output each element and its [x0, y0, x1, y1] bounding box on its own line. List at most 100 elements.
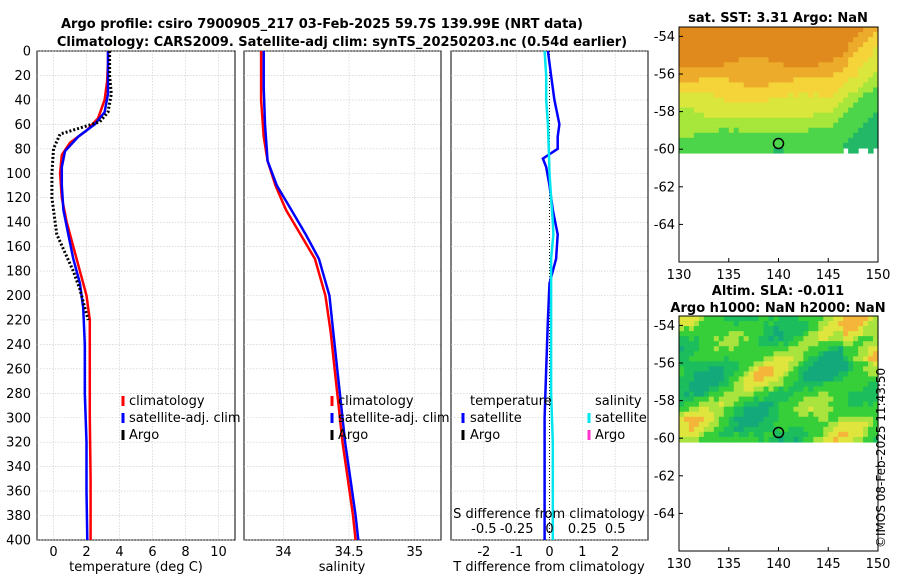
map-cell [738, 117, 745, 124]
map-cell [753, 331, 760, 337]
map-cell [818, 102, 824, 109]
map-cell [863, 32, 869, 38]
map-cell [688, 77, 695, 84]
map-cell [718, 361, 725, 367]
map-cell [843, 391, 849, 398]
map-cell [763, 436, 770, 443]
map-y-tick-label: -62 [654, 180, 675, 195]
map-cell [848, 351, 854, 357]
map-cell [873, 87, 879, 94]
map-cell [718, 431, 725, 438]
map-cell [748, 107, 755, 114]
map-cell [738, 47, 745, 53]
map-cell [788, 376, 795, 383]
map-cell [818, 57, 824, 63]
map-cell [853, 27, 859, 33]
map-cell [818, 316, 824, 322]
map-cell [838, 32, 844, 38]
map-cell [768, 411, 775, 418]
map-cell [873, 47, 879, 53]
map-cell [848, 62, 854, 68]
map-cell [713, 122, 720, 129]
map-cell [818, 97, 824, 104]
legend-label-argo: Argo [129, 428, 159, 443]
map-cell [828, 117, 834, 124]
map-cell [838, 426, 844, 433]
map-cell [728, 401, 735, 408]
map-cell [788, 336, 795, 342]
map-cell [868, 421, 874, 428]
map-cell [768, 336, 775, 342]
map-cell [718, 107, 725, 114]
map-cell [753, 386, 760, 393]
map-cell [698, 147, 705, 154]
map-cell [813, 52, 819, 58]
map-cell [828, 82, 834, 89]
map-cell [763, 396, 770, 403]
map-cell [713, 107, 720, 114]
map-cell [778, 42, 785, 48]
map-cell [793, 421, 799, 428]
map-cell [743, 426, 750, 433]
map-cell [708, 92, 715, 99]
map-cell [728, 431, 735, 438]
map-cell [713, 421, 720, 428]
map-cell [808, 401, 814, 408]
map-cell [838, 62, 844, 68]
map-cell [688, 137, 695, 144]
map-cell [728, 336, 735, 342]
diff-legend-label-s-argo: Argo [595, 428, 625, 443]
map-cell [858, 431, 864, 438]
map-cell [743, 87, 750, 94]
map-cell [863, 72, 869, 78]
map-cell [863, 42, 869, 48]
map-cell [853, 77, 859, 84]
map-cell [838, 361, 844, 367]
map-cell [783, 82, 790, 89]
map-cell [733, 341, 740, 347]
map-cell [793, 42, 799, 48]
map-cell [853, 406, 859, 413]
map-cell [813, 92, 819, 99]
map-cell [818, 346, 824, 352]
map-cell [723, 97, 730, 104]
map-cell [818, 137, 824, 144]
map-cell [768, 346, 775, 352]
map-cell [853, 92, 859, 99]
map-cell [703, 356, 710, 362]
map-cell [713, 87, 720, 94]
map-cell [723, 321, 730, 327]
map-cell [863, 57, 869, 63]
map-y-tick-label: -64 [654, 507, 675, 522]
map-cell [688, 376, 695, 383]
map-cell [753, 396, 760, 403]
map-cell [733, 67, 740, 73]
map-cell [868, 57, 874, 63]
map-cell [679, 436, 685, 443]
map-cell [778, 62, 785, 68]
map-cell [773, 112, 780, 119]
map-cell [873, 142, 879, 149]
map-cell [698, 42, 705, 48]
map-x-tick-label: 135 [716, 268, 741, 283]
map-cell [843, 132, 849, 139]
map-cell [808, 426, 814, 433]
map-cell [698, 117, 705, 124]
map-cell [873, 72, 879, 78]
map-cell [733, 27, 740, 33]
map-cell [703, 351, 710, 357]
map-cell [748, 411, 755, 418]
map-cell [698, 82, 705, 89]
map-cell [813, 62, 819, 68]
map-cell [733, 316, 740, 322]
map-cell [868, 137, 874, 144]
map-cell [838, 107, 844, 114]
map-cell [718, 127, 725, 134]
map-cell [773, 62, 780, 68]
sal-legend-label-argo: Argo [338, 428, 368, 443]
map-cell [863, 356, 869, 362]
map-cell [848, 356, 854, 362]
map-cell [703, 97, 710, 104]
map-cell [853, 112, 859, 119]
map-cell [679, 142, 685, 149]
